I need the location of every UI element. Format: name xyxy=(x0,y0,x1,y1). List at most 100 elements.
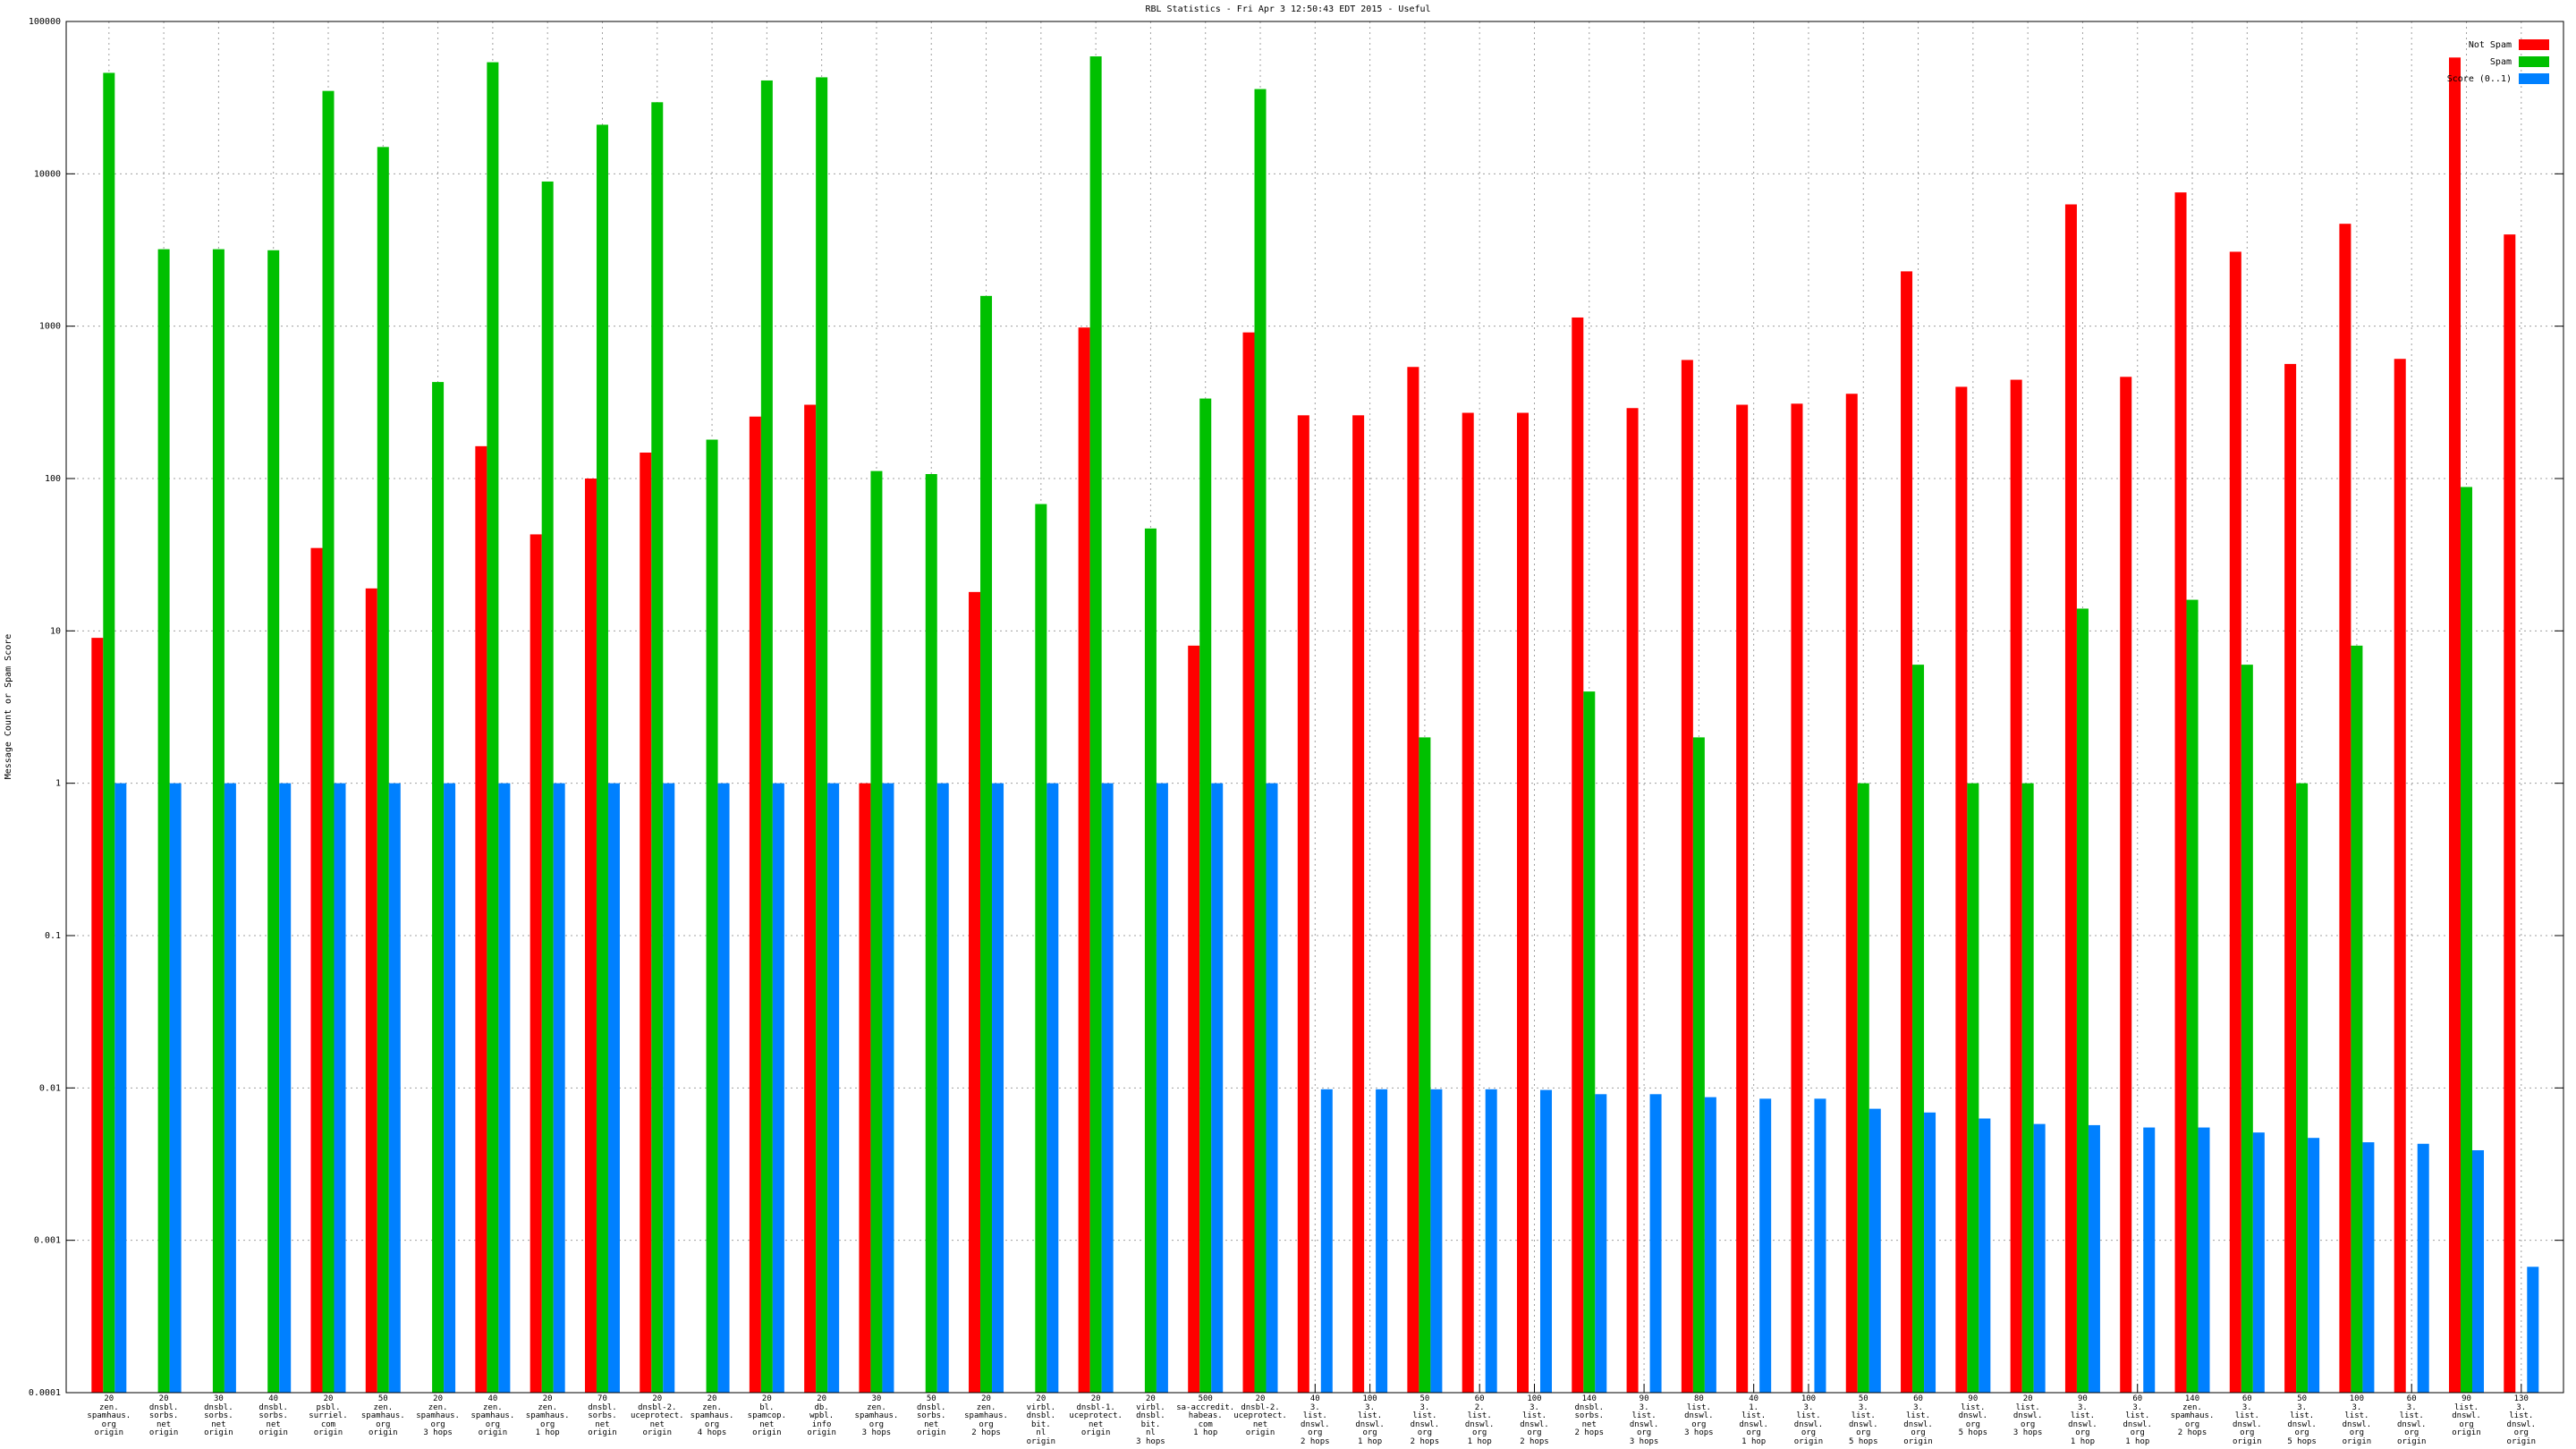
bar xyxy=(717,783,730,1393)
bar xyxy=(2088,1124,2100,1393)
x-tick-label: 20 virbl. dnsbl. bit. nl 3 hops xyxy=(1136,1394,1165,1446)
bar xyxy=(487,62,499,1393)
bar xyxy=(1736,404,1749,1394)
bar xyxy=(749,416,761,1393)
bar xyxy=(1912,665,1925,1393)
bar xyxy=(1868,1108,1881,1393)
bar xyxy=(334,783,346,1393)
bar xyxy=(1211,783,1224,1393)
x-tick-label: 20 list. dnswl. org 3 hops xyxy=(2012,1394,2043,1437)
y-tick-label: 1000 xyxy=(39,322,61,332)
x-tick-label: 40 3. list. dnswl. org 2 hops xyxy=(1301,1394,1330,1446)
bar xyxy=(91,638,104,1393)
x-tick-label: 20 db. wpbl. info origin xyxy=(807,1394,836,1437)
bar xyxy=(1430,1089,1443,1393)
bar xyxy=(827,783,840,1393)
bar xyxy=(1857,783,1869,1393)
legend-swatch xyxy=(2519,39,2549,50)
bar xyxy=(1089,56,1102,1394)
bar xyxy=(1572,317,1584,1393)
bar xyxy=(365,588,377,1393)
x-tick-label: 100 3. list. dnswl. org 2 hops xyxy=(1520,1394,1549,1446)
x-tick-label: 500 sa-accredit. habeas. com 1 hop xyxy=(1176,1394,1235,1437)
bar xyxy=(2296,783,2309,1393)
bar xyxy=(651,102,664,1393)
bar xyxy=(169,783,182,1393)
chart-title: RBL Statistics - Fri Apr 3 12:50:43 EDT … xyxy=(1145,4,1430,14)
x-tick-label: 40 zen. spamhaus. org origin xyxy=(470,1394,515,1437)
bar xyxy=(2174,192,2187,1393)
bar xyxy=(2527,1267,2539,1393)
bar xyxy=(1924,1112,1936,1393)
legend-label: Not Spam xyxy=(2469,40,2512,50)
bar xyxy=(1681,360,1693,1394)
bar xyxy=(1254,89,1267,1394)
bar xyxy=(267,250,280,1393)
bar xyxy=(2064,204,2077,1393)
x-tick-label: 20 bl. spamcop. net origin xyxy=(747,1394,787,1437)
x-tick-label: 20 zen. spamhaus. org origin xyxy=(87,1394,131,1437)
x-tick-label: 20 virbl. dnsbl. bit. nl origin xyxy=(1026,1394,1056,1446)
bar xyxy=(530,534,542,1393)
legend-swatch xyxy=(2519,56,2549,67)
x-tick-label: 140 dnsbl. sorbs. net 2 hops xyxy=(1574,1394,1605,1437)
x-tick-label: 20 dnsbl-2. uceprotect. net origin xyxy=(630,1394,684,1437)
bar xyxy=(2021,783,2034,1393)
bar xyxy=(1704,1097,1716,1393)
bar xyxy=(1266,783,1278,1393)
x-tick-label: 20 psbl. surriel. com origin xyxy=(309,1394,348,1437)
bar xyxy=(882,783,894,1393)
bar xyxy=(310,547,323,1393)
bar xyxy=(1188,645,1200,1393)
x-tick-label: 100 3. list. dnswl. org 1 hop xyxy=(1355,1394,1385,1446)
bar xyxy=(444,783,456,1393)
bar xyxy=(870,470,883,1394)
bar xyxy=(1516,412,1529,1393)
x-tick-label: 60 3. list. dnswl. org origin xyxy=(1903,1394,1933,1446)
bar xyxy=(377,147,389,1394)
x-tick-label: 100 3. list. dnswl. org origin xyxy=(1793,1394,1824,1446)
bar xyxy=(1626,408,1639,1393)
y-axis-label: Message Count or Spam Score xyxy=(4,634,13,780)
x-tick-label: 30 dnsbl. sorbs. net origin xyxy=(204,1394,233,1437)
x-tick-label: 50 3. list. dnswl. org 5 hops xyxy=(2287,1394,2317,1446)
bar xyxy=(1101,783,1114,1393)
bar xyxy=(475,445,487,1393)
bar xyxy=(1242,332,1255,1393)
x-tick-label: 20 zen. spamhaus. org 1 hop xyxy=(525,1394,570,1437)
bar xyxy=(432,382,445,1393)
bar xyxy=(1144,528,1157,1393)
bar xyxy=(1376,1089,1388,1393)
x-tick-label: 50 zen. spamhaus. org origin xyxy=(360,1394,405,1437)
x-tick-label: 100 3. list. dnswl. org origin xyxy=(2342,1394,2372,1446)
bar xyxy=(925,473,937,1394)
bar xyxy=(212,249,225,1393)
bar xyxy=(498,783,511,1393)
bar xyxy=(2461,487,2473,1393)
bar xyxy=(607,783,620,1393)
bar xyxy=(969,591,981,1393)
bar xyxy=(103,72,115,1393)
bar xyxy=(1814,1098,1826,1393)
bar xyxy=(706,439,718,1394)
bar xyxy=(2033,1123,2046,1393)
x-tick-label: 80 list. dnswl. org 3 hops xyxy=(1684,1394,1714,1437)
bar xyxy=(1583,691,1596,1393)
bar xyxy=(2394,359,2406,1393)
bar xyxy=(936,783,949,1393)
bar xyxy=(2351,645,2363,1393)
x-tick-label: 60 2. list. dnswl. org 1 hop xyxy=(1464,1394,1495,1446)
bar xyxy=(1352,415,1365,1394)
x-tick-label: 20 dnsbl-1. uceprotect. net origin xyxy=(1069,1394,1123,1437)
bar xyxy=(2010,379,2022,1393)
y-tick-label: 100 xyxy=(45,474,61,484)
bar xyxy=(2229,251,2241,1393)
y-tick-label: 0.001 xyxy=(34,1236,61,1246)
bar xyxy=(1955,386,1968,1394)
x-tick-label: 20 zen. spamhaus. org 3 hops xyxy=(416,1394,460,1437)
bar xyxy=(114,783,127,1393)
bar xyxy=(1035,504,1047,1393)
bar xyxy=(760,80,773,1394)
